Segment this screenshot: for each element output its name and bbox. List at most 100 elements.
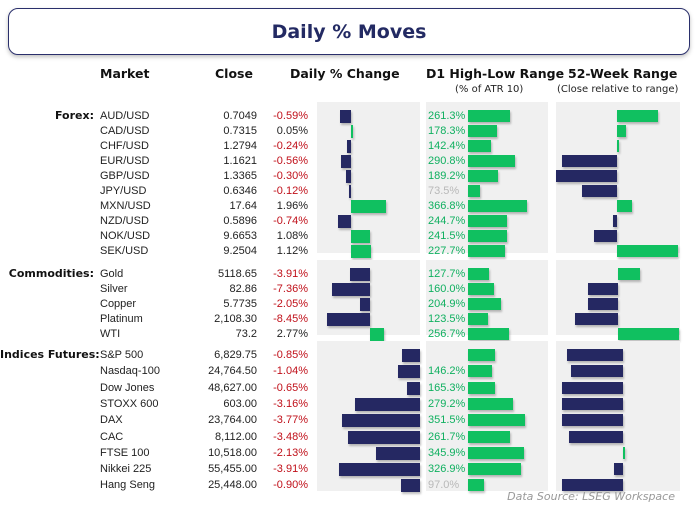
52wk-range-bar [562,381,623,394]
d1-range-value: 127.7% [428,268,466,280]
daily-change-bar [406,381,420,395]
daily-change-bar [351,125,353,138]
daily-change-value: -0.56% [273,155,308,167]
close-value: 23,764.00 [208,414,257,427]
market-name: Platinum [100,313,143,325]
52wk-range-bar [562,155,617,167]
daily-change-bar [350,268,370,281]
52wk-range-bar [623,446,625,459]
close-value: 48,627.00 [208,381,257,394]
d1-range-bar [468,414,525,427]
market-name: Nasdaq-100 [100,365,160,378]
daily-change-bar [337,215,351,228]
section-label: Indices Futures: [0,348,100,361]
close-value: 17.64 [229,200,257,212]
d1-range-bar [468,230,507,242]
close-value: 1.1621 [223,155,257,167]
d1-range-bar [468,328,510,340]
52wk-range-bar [581,185,617,197]
52wk-range-bar [562,397,623,410]
52wk-range-bar [617,125,627,137]
close-value: 9.2504 [223,245,257,257]
d1-range-value: 241.5% [428,230,466,242]
daily-change-bar [398,365,420,379]
daily-change-value: -3.48% [273,430,308,443]
close-value: 0.7315 [223,125,257,137]
daily-change-value: -3.91% [273,268,308,280]
52wk-range-bar [587,298,618,310]
d1-range-bar [468,479,484,492]
daily-change-bar [332,283,370,296]
daily-change-bar [346,140,351,153]
daily-change-value: 1.08% [276,230,308,242]
market-name: Dow Jones [100,381,155,394]
d1-range-value: 261.3% [428,110,466,122]
d1-range-value: 256.7% [428,328,466,340]
d1-range-bar [468,298,501,310]
52wk-range-bar [562,479,623,492]
52wk-range-bar [614,463,623,476]
header-daily-change: Daily % Change [290,66,400,81]
market-name: SEK/USD [100,245,149,257]
d1-range-bar [468,125,497,137]
close-value: 55,455.00 [208,463,257,476]
market-name: CAC [100,430,124,443]
daily-change-bar [370,328,385,341]
d1-range-bar [468,446,524,459]
daily-change-value: 0.05% [276,125,308,137]
daily-change-value: -8.45% [273,313,308,325]
section-label: Forex: [54,109,94,122]
daily-change-bar [375,446,420,460]
d1-range-bar [468,381,495,394]
daily-change-bar [341,414,420,428]
close-value: 6,829.75 [214,349,257,361]
market-name: GBP/USD [100,170,150,182]
d1-range-value: 165.3% [428,381,466,394]
daily-change-value: 1.96% [276,200,308,212]
daily-change-panel [317,102,420,253]
market-name: EUR/USD [100,155,150,167]
d1-range-value: 366.8% [428,200,466,212]
d1-range-value: 244.7% [428,215,466,227]
daily-change-value: -3.77% [273,414,308,427]
daily-change-value: -0.12% [273,185,308,197]
header-52wk-range: 52-Week Range [568,66,678,81]
daily-change-value: -0.85% [273,349,308,361]
d1-range-value: 290.8% [428,155,466,167]
daily-change-value: -0.65% [273,381,308,394]
d1-range-bar [468,200,528,212]
market-name: S&P 500 [100,349,144,361]
d1-range-bar [468,430,511,443]
daily-change-bar [351,245,372,258]
daily-change-bar [402,349,420,362]
market-name: CAD/USD [100,125,150,137]
daily-change-value: -7.36% [273,283,308,295]
daily-change-value: -3.16% [273,397,308,410]
daily-change-bar [354,397,420,411]
market-name: NOK/USD [100,230,151,242]
d1-range-value: 326.9% [428,463,466,476]
d1-range-bar [468,185,480,197]
market-name: JPY/USD [100,185,147,197]
market-name: NZD/USD [100,215,149,227]
close-value: 603.00 [223,397,257,410]
daily-change-bar [348,185,351,198]
d1-range-value: 189.2% [428,170,466,182]
subheader-52wk: (Close relative to range) [557,84,679,95]
52wk-range-bar [617,110,658,122]
close-value: 1.2794 [223,140,257,152]
d1-range-value: 261.7% [428,430,466,443]
d1-range-bar [468,463,521,476]
d1-range-value: 142.4% [428,140,466,152]
market-name: DAX [100,414,123,427]
d1-range-bar [468,313,488,325]
close-value: 8,112.00 [214,430,257,443]
daily-change-value: -1.04% [273,365,308,378]
daily-change-bar [345,170,351,183]
close-value: 0.6346 [223,185,257,197]
d1-range-value: 146.2% [428,365,466,378]
daily-change-bar [401,479,420,493]
subheader-d1: (% of ATR 10) [455,84,524,95]
daily-change-value: -2.05% [273,298,308,310]
close-value: 0.7049 [223,110,257,122]
